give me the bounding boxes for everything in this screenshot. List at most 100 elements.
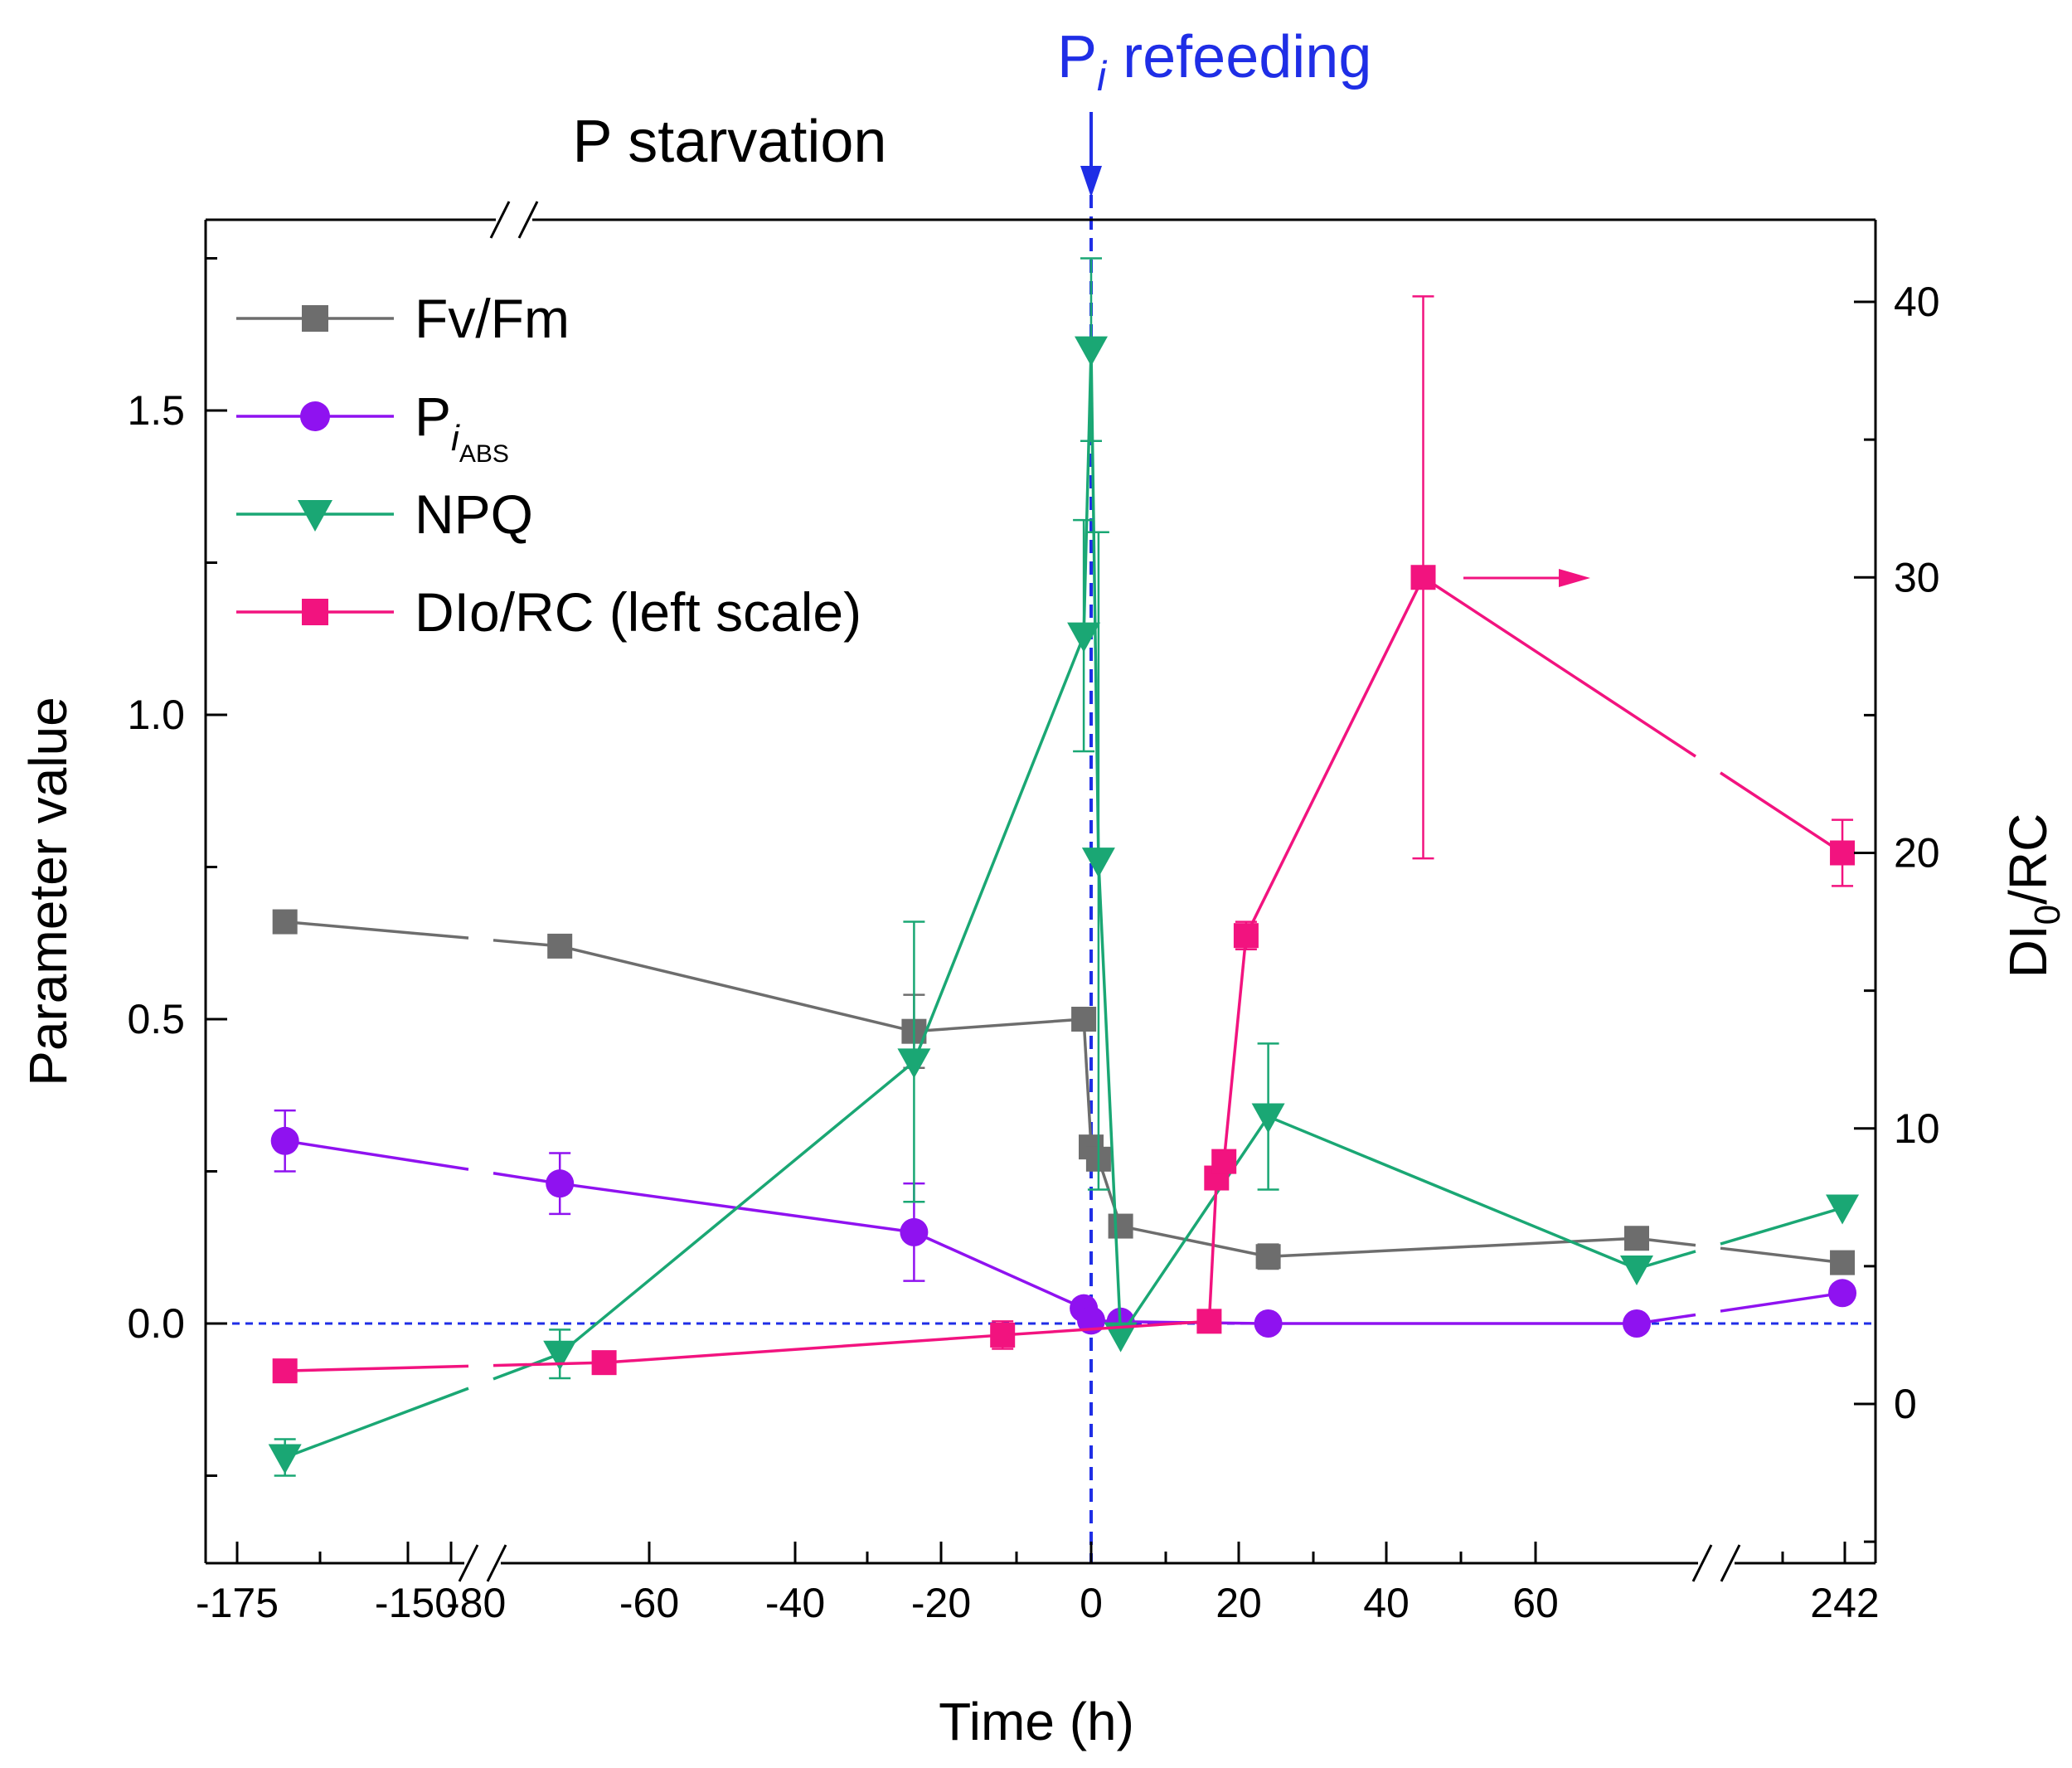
data-point xyxy=(1071,1007,1097,1032)
data-point xyxy=(1251,1103,1285,1134)
legend-label: PiABS xyxy=(415,386,509,468)
series-line xyxy=(284,1364,469,1372)
y2-tick-label: 30 xyxy=(1894,554,1940,600)
data-point xyxy=(1410,565,1436,590)
series-line xyxy=(1720,771,1844,854)
data-point xyxy=(272,909,298,935)
data-point xyxy=(1255,1244,1281,1270)
y-tick-label: 0.0 xyxy=(127,1300,185,1347)
legend-entry: Fv/Fm xyxy=(236,288,570,349)
series-NPQ xyxy=(268,257,1860,1477)
series-line xyxy=(913,1231,1085,1310)
series-line xyxy=(1267,1115,1638,1270)
x-break-left xyxy=(458,1544,479,1582)
y2-title-sub: 0 xyxy=(2027,905,2068,925)
legend: Fv/Fm PiABS NPQ DIo/RC (left scale) xyxy=(236,288,861,643)
legend-label-main: P xyxy=(415,386,451,447)
series-line xyxy=(1268,1236,1638,1259)
series-line xyxy=(1720,1291,1843,1313)
legend-entry: NPQ xyxy=(236,483,533,545)
legend-label-main: NPQ xyxy=(415,483,533,545)
axes-layer: 0.0 0.5 1.0 1.5 0 10 20 30 40 -175 -150-80 -60 -40 -2… xyxy=(18,257,2068,1751)
x-tick-label: -80 xyxy=(446,1580,506,1626)
data-point xyxy=(990,1322,1016,1348)
data-point xyxy=(897,1048,931,1079)
x-tick-label: -60 xyxy=(619,1580,679,1626)
series-line xyxy=(1422,576,1696,758)
x-tick-label: 40 xyxy=(1363,1580,1410,1626)
top-break-left xyxy=(517,201,539,239)
legend-label: NPQ xyxy=(415,483,533,545)
series-line xyxy=(1720,1206,1843,1246)
legend-label-sub-i: i xyxy=(451,418,460,459)
x-break-right-gap xyxy=(1698,1552,1735,1575)
data-point xyxy=(547,933,573,959)
series-Fv/Fm xyxy=(272,909,1856,1275)
series-line xyxy=(559,945,915,1033)
series-DIo/RC xyxy=(272,295,1856,1384)
x-break-left-gap xyxy=(464,1552,501,1575)
legend-marker xyxy=(300,401,330,431)
data-point xyxy=(1108,1213,1133,1239)
refeeding-rest: refeeding xyxy=(1106,24,1371,90)
series-line xyxy=(1097,861,1123,1336)
series-line xyxy=(1082,1018,1093,1148)
series-line xyxy=(1120,1224,1269,1258)
data-point xyxy=(591,1350,617,1376)
x-tick-label: 20 xyxy=(1216,1580,1262,1626)
series-line xyxy=(1089,349,1100,862)
x-tick-label: -150 xyxy=(375,1580,458,1626)
series-line xyxy=(912,634,1085,1063)
data-point xyxy=(1623,1309,1651,1338)
plot-frame xyxy=(204,201,1877,1582)
data-point xyxy=(543,1340,577,1371)
x-tick-label: -40 xyxy=(765,1580,825,1626)
p-starvation-label: P starvation xyxy=(573,109,887,175)
data-point xyxy=(1830,1250,1856,1275)
top-break-left xyxy=(489,201,511,239)
series-line xyxy=(1245,576,1425,936)
data-point xyxy=(268,1444,302,1474)
legend-label: DIo/RC (left scale) xyxy=(415,581,861,643)
series-line xyxy=(284,1387,469,1460)
y-axis-title: Parameter value xyxy=(18,697,78,1086)
legend-label-main: DIo/RC (left scale) xyxy=(415,581,861,643)
refeeding-arrow-head xyxy=(1080,166,1102,197)
legend-label: Fv/Fm xyxy=(415,288,570,349)
series-line xyxy=(914,1018,1085,1033)
data-point xyxy=(1620,1255,1653,1285)
series-line xyxy=(284,1139,469,1171)
data-point xyxy=(1254,1309,1283,1338)
series-line xyxy=(559,1061,915,1356)
refeeding-p: P xyxy=(1057,24,1097,90)
data-point xyxy=(546,1169,575,1198)
zero-reference-lines xyxy=(206,195,1875,1563)
data-point xyxy=(1233,923,1259,949)
y2-title-main: DI xyxy=(1998,925,2058,978)
y2-axis-title: DI0/RC xyxy=(1998,814,2068,979)
legend-entry: DIo/RC (left scale) xyxy=(236,581,861,643)
x-tick-label: -20 xyxy=(911,1580,971,1626)
data-point xyxy=(1067,622,1101,653)
legend-marker xyxy=(302,305,328,332)
x-break-right xyxy=(1691,1544,1713,1582)
x-tick-label: 60 xyxy=(1512,1580,1559,1626)
legend-entry: PiABS xyxy=(236,386,509,468)
series-line xyxy=(604,1333,1003,1364)
series-Pi_ABS xyxy=(270,1109,1857,1338)
y2-tick-label: 40 xyxy=(1894,279,1940,325)
legend-label-main: Fv/Fm xyxy=(415,288,570,349)
x-break-left xyxy=(486,1544,507,1582)
series-line xyxy=(1207,1178,1219,1322)
series-line xyxy=(493,1353,560,1381)
data-point xyxy=(1830,840,1856,866)
annotations: P starvation Pi refeeding xyxy=(573,24,1371,197)
legend-marker xyxy=(302,599,328,625)
x-tick-label: 242 xyxy=(1810,1580,1879,1626)
refeeding-label: Pi refeeding xyxy=(1057,24,1371,100)
data-point xyxy=(1826,1194,1860,1225)
x-break-right xyxy=(1720,1544,1741,1582)
x-axis-title: Time (h) xyxy=(939,1692,1134,1751)
legend-marker xyxy=(298,500,332,532)
